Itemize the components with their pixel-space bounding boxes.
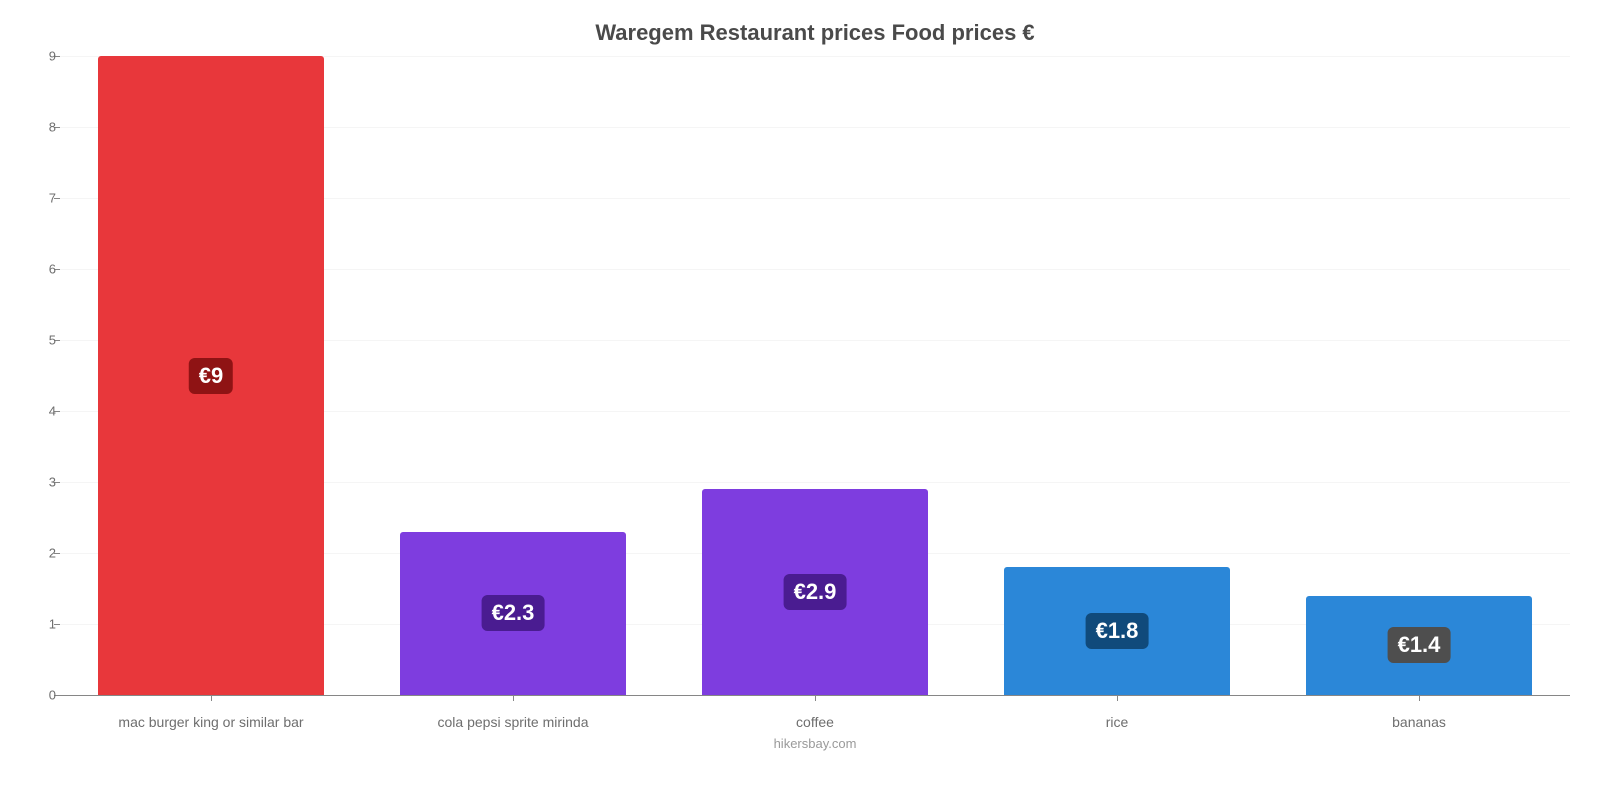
x-tick (513, 695, 514, 701)
bar-slot: €2.9 (664, 56, 966, 695)
bars-group: €9 €2.3 €2.9 €1.8 €1.4 (60, 56, 1570, 695)
x-tick (1419, 695, 1420, 701)
y-tick-label: 7 (32, 190, 56, 205)
bar-value-label: €2.3 (482, 595, 545, 631)
y-tick-label: 0 (32, 688, 56, 703)
bar: €9 (98, 56, 325, 695)
y-tick-label: 5 (32, 332, 56, 347)
bar-value-label: €1.8 (1086, 613, 1149, 649)
x-axis-label: cola pepsi sprite mirinda (362, 714, 664, 730)
y-tick-label: 2 (32, 546, 56, 561)
bar: €2.9 (702, 489, 929, 695)
bar-slot: €2.3 (362, 56, 664, 695)
source-label: hikersbay.com (60, 736, 1570, 751)
bar: €1.4 (1306, 596, 1533, 695)
plot-area: €9€2.3€2.9€1.8€1.4 0123456789 (60, 56, 1570, 696)
bar-slot: €1.8 (966, 56, 1268, 695)
y-tick-label: 6 (32, 262, 56, 277)
y-tick-label: 3 (32, 475, 56, 490)
x-tick (211, 695, 212, 701)
x-axis-label: coffee (664, 714, 966, 730)
x-tick (815, 695, 816, 701)
bar-value-label: €1.4 (1388, 627, 1451, 663)
x-tick (1117, 695, 1118, 701)
chart-container: Waregem Restaurant prices Food prices € … (0, 0, 1600, 800)
bar-value-label: €2.9 (784, 574, 847, 610)
x-axis-label: mac burger king or similar bar (60, 714, 362, 730)
bar-slot: €9 (60, 56, 362, 695)
x-axis-label: bananas (1268, 714, 1570, 730)
y-tick-label: 8 (32, 119, 56, 134)
y-tick-label: 9 (32, 49, 56, 64)
x-axis-label: rice (966, 714, 1268, 730)
bar: €2.3 (400, 532, 627, 695)
bar-value-label: €9 (189, 358, 233, 394)
chart-title: Waregem Restaurant prices Food prices € (60, 20, 1570, 46)
y-tick-label: 4 (32, 404, 56, 419)
x-axis-labels: mac burger king or similar barcola pepsi… (60, 714, 1570, 730)
bar-slot: €1.4 (1268, 56, 1570, 695)
y-tick-label: 1 (32, 616, 56, 631)
bar: €1.8 (1004, 567, 1231, 695)
